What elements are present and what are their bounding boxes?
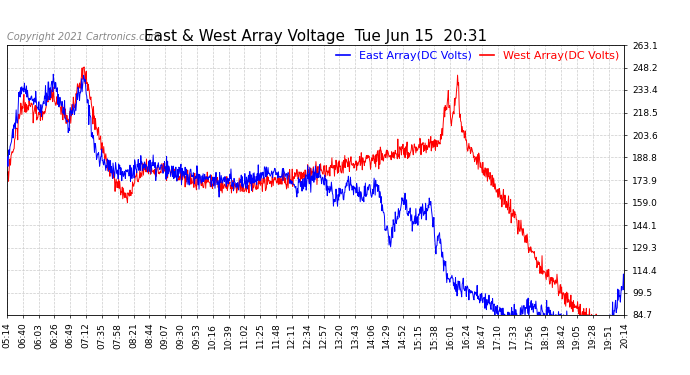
Title: East & West Array Voltage  Tue Jun 15  20:31: East & West Array Voltage Tue Jun 15 20:… — [144, 29, 487, 44]
Legend: East Array(DC Volts), West Array(DC Volts): East Array(DC Volts), West Array(DC Volt… — [337, 51, 619, 60]
Text: Copyright 2021 Cartronics.com: Copyright 2021 Cartronics.com — [7, 32, 160, 42]
